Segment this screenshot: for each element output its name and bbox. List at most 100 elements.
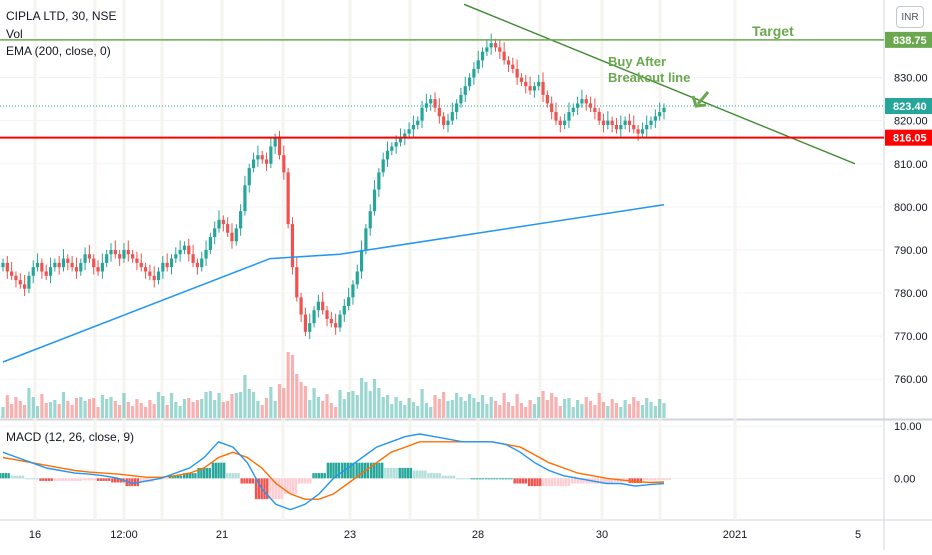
volume-bar xyxy=(528,400,532,418)
macd-histogram-bar xyxy=(579,478,582,484)
candle-body xyxy=(113,249,117,255)
volume-bar xyxy=(277,384,282,418)
candle-body xyxy=(429,99,433,104)
candle-body xyxy=(290,224,295,268)
volume-bar xyxy=(221,402,225,418)
candle-body xyxy=(74,267,79,272)
macd-histogram-bar xyxy=(346,462,350,479)
volume-bar xyxy=(269,387,273,418)
volume-bar xyxy=(18,401,22,418)
volume-bar xyxy=(640,405,644,418)
macd-histogram-bar xyxy=(266,478,269,500)
candle-body xyxy=(277,137,282,156)
volume-bar xyxy=(597,393,601,418)
macd-histogram-bar xyxy=(205,467,209,479)
currency-badge[interactable]: INR xyxy=(896,6,924,28)
price-tick-label: 800.00 xyxy=(894,202,928,214)
macd-histogram-bar xyxy=(475,478,479,480)
macd-histogram-bar xyxy=(1,473,5,479)
macd-histogram-bar xyxy=(27,478,31,480)
volume-bar xyxy=(83,401,87,418)
macd-histogram-bar xyxy=(42,478,45,481)
volume-bar xyxy=(234,393,238,418)
macd-histogram-bar xyxy=(231,473,235,479)
volume-bar xyxy=(165,405,169,418)
volume-bar xyxy=(161,396,165,418)
price-tick-label: 830.00 xyxy=(894,73,928,85)
macd-histogram-bar xyxy=(18,475,22,479)
volume-bar xyxy=(489,397,493,418)
ema-legend[interactable]: EMA (200, close, 0) xyxy=(6,44,111,58)
macd-histogram-bar xyxy=(378,462,381,479)
macd-histogram-bar xyxy=(44,478,48,481)
macd-histogram-bar xyxy=(596,478,599,484)
volume-bar xyxy=(606,406,610,418)
macd-histogram-bar xyxy=(375,462,378,479)
target-price-badge-bg xyxy=(885,31,932,48)
volume-bar xyxy=(334,407,338,418)
macd-histogram-bar xyxy=(254,478,258,500)
volume-bar xyxy=(645,398,649,418)
macd-histogram-bar xyxy=(372,462,376,479)
macd-histogram-bar xyxy=(329,462,332,479)
macd-histogram-bar xyxy=(545,478,548,487)
volume-bar xyxy=(467,394,472,418)
volume-bar xyxy=(57,404,61,418)
macd-histogram-bar xyxy=(277,478,281,500)
macd-histogram-bar xyxy=(64,478,68,481)
time-tick-label: 16 xyxy=(29,529,41,541)
volume-bar xyxy=(213,400,217,418)
macd-histogram-bar xyxy=(389,467,393,479)
candle-body xyxy=(416,120,420,125)
volume-bar xyxy=(122,393,126,418)
volume-bar xyxy=(355,395,359,418)
volume-bar xyxy=(450,400,454,418)
candle-body xyxy=(472,68,476,78)
macd-histogram-bar xyxy=(211,462,215,479)
target-annotation: Target xyxy=(752,23,794,39)
macd-histogram-bar xyxy=(668,478,671,480)
macd-histogram-bar xyxy=(392,467,395,479)
macd-histogram-bar xyxy=(599,478,603,484)
candle-body xyxy=(623,120,627,125)
volume-bar xyxy=(109,397,113,418)
macd-histogram-bar xyxy=(585,478,588,484)
candle-body xyxy=(342,305,346,315)
volume-bar xyxy=(290,355,295,418)
macd-histogram-bar xyxy=(519,478,522,484)
target-price-badge: 838.75 xyxy=(893,35,927,47)
candle-body xyxy=(398,137,403,143)
macd-histogram-bar xyxy=(257,478,261,500)
buy-annotation-line2: Breakout line xyxy=(608,70,690,85)
candle-body xyxy=(480,51,485,61)
volume-bar xyxy=(351,391,355,418)
price-tick-label: 770.00 xyxy=(894,331,928,343)
volume-bar xyxy=(532,404,536,418)
candle-body xyxy=(239,211,243,229)
macd-histogram-bar xyxy=(507,478,510,480)
macd-histogram-bar xyxy=(202,467,206,479)
candle-body xyxy=(489,43,493,48)
volume-legend[interactable]: Vol xyxy=(6,27,23,41)
symbol-legend[interactable]: CIPLA LTD, 30, NSE xyxy=(6,9,117,23)
volume-bar xyxy=(403,405,407,418)
volume-bar xyxy=(156,392,161,418)
volume-bar xyxy=(66,401,70,418)
candle-body xyxy=(139,262,143,268)
candle-body xyxy=(135,258,139,263)
macd-legend[interactable]: MACD (12, 26, close, 9) xyxy=(6,430,135,444)
volume-bar xyxy=(40,394,44,418)
volume-bar xyxy=(308,400,312,418)
candle-body xyxy=(524,81,528,87)
volume-bar xyxy=(118,405,122,418)
candle-body xyxy=(23,284,27,289)
candle-body xyxy=(558,120,562,125)
macd-histogram-bar xyxy=(657,478,660,480)
volume-bar xyxy=(14,397,18,418)
macd-histogram-bar xyxy=(484,478,488,480)
candle-body xyxy=(420,107,424,121)
candle-body xyxy=(321,301,325,311)
candle-body xyxy=(40,262,44,272)
